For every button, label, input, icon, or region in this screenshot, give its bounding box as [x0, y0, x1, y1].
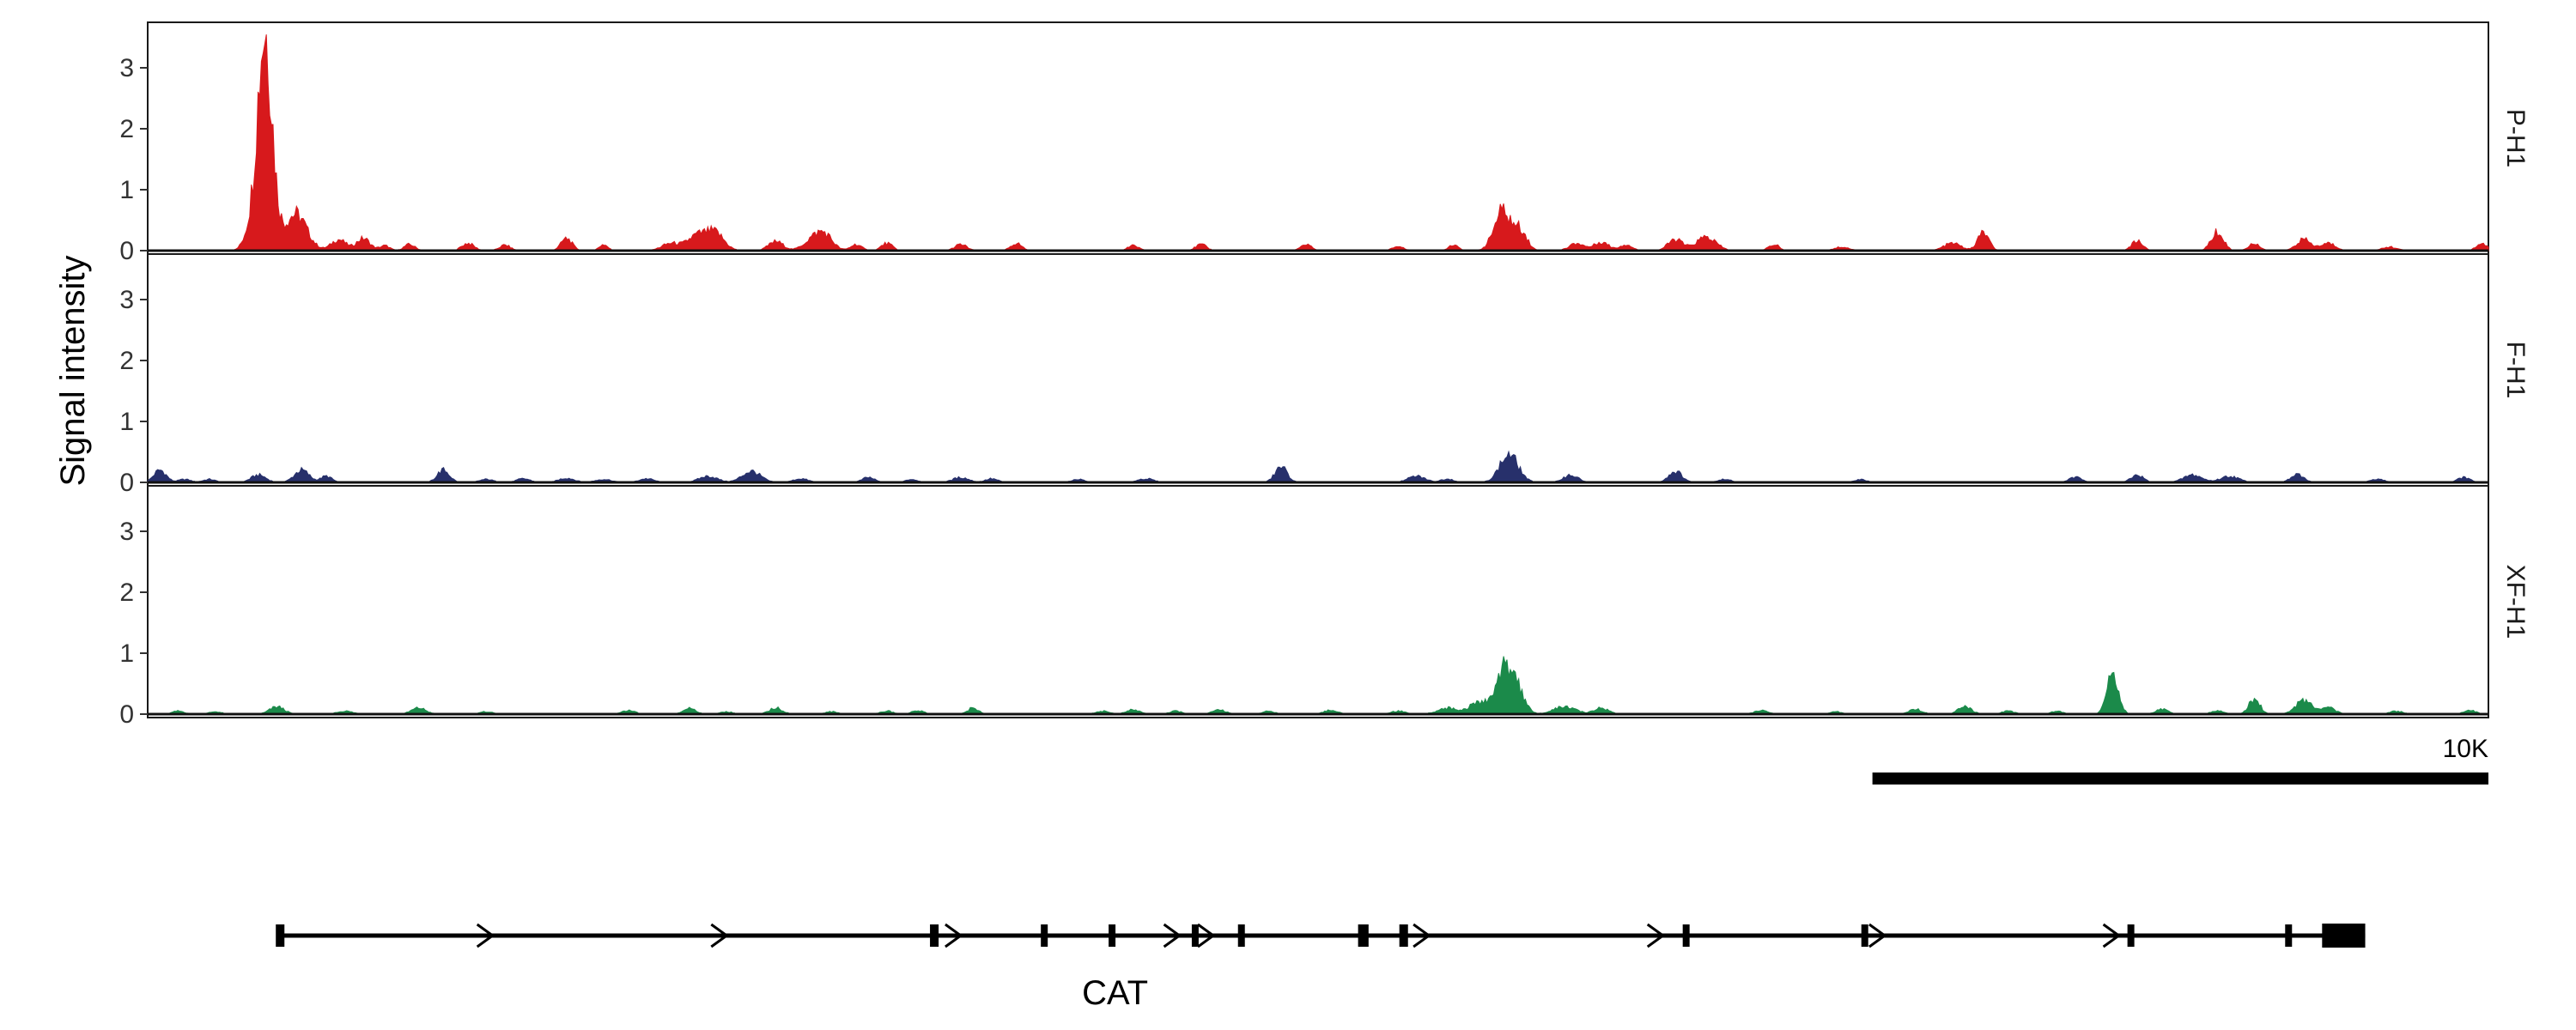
- exon: [1237, 924, 1245, 947]
- exon: [1861, 924, 1868, 947]
- exon: [1191, 924, 1199, 947]
- track-label: XF-H1: [2501, 565, 2530, 639]
- track-label: P-H1: [2501, 109, 2530, 167]
- panel-border: [147, 253, 2489, 487]
- strand-arrow: [945, 923, 963, 948]
- exon: [1399, 924, 1408, 947]
- exon: [2127, 924, 2135, 947]
- track-label: F-H1: [2501, 342, 2530, 399]
- exon: [930, 924, 939, 947]
- scale-bar-line: [1872, 772, 2488, 785]
- y-axis-title: Signal intensity: [54, 255, 92, 486]
- exon: [2285, 924, 2293, 947]
- y-tick-label: 2: [119, 579, 134, 607]
- signal-tracks: 0 1 2 3 P-H1 0 1 2 3 F-H1 0 1 2 3 XF-H1: [119, 21, 2530, 729]
- track-p-h1: 0 1 2 3 P-H1: [119, 21, 2530, 265]
- track-xf-h1: 0 1 2 3 XF-H1: [119, 485, 2530, 729]
- strand-arrow: [1868, 923, 1887, 948]
- strand-arrow: [2102, 923, 2122, 948]
- gene-model: CAT: [276, 923, 2366, 1012]
- y-tick-label: 0: [119, 700, 134, 729]
- y-tick-label: 0: [119, 469, 134, 497]
- exon: [1682, 924, 1690, 947]
- exon: [1358, 924, 1369, 947]
- track-f-h1: 0 1 2 3 F-H1: [119, 253, 2530, 497]
- strand-arrow: [1646, 923, 1666, 948]
- gene-name: CAT: [1082, 974, 1148, 1012]
- exon: [2322, 924, 2366, 948]
- y-tick-label: 3: [119, 518, 134, 546]
- y-tick-label: 2: [119, 347, 134, 375]
- signal-area: [148, 656, 2488, 715]
- scale-bar: 10K: [1872, 735, 2488, 785]
- signal-area: [147, 450, 2488, 483]
- y-tick-label: 0: [119, 237, 134, 265]
- strand-arrow: [1163, 923, 1182, 948]
- exon: [1109, 924, 1116, 947]
- panel-border: [147, 21, 2489, 255]
- y-tick-label: 3: [119, 54, 134, 82]
- exon: [276, 924, 285, 947]
- strand-arrow: [1197, 923, 1216, 948]
- strand-arrow: [476, 923, 495, 948]
- signal-area: [148, 34, 2489, 251]
- strand-arrow: [710, 923, 729, 948]
- strand-arrow: [1413, 923, 1431, 948]
- exon: [1041, 924, 1048, 947]
- y-tick-label: 3: [119, 286, 134, 314]
- y-tick-label: 1: [119, 408, 134, 436]
- panel-border: [147, 485, 2489, 718]
- y-tick-label: 1: [119, 639, 134, 668]
- y-tick-label: 2: [119, 115, 134, 143]
- scale-bar-label: 10K: [2443, 735, 2488, 763]
- y-tick-label: 1: [119, 176, 134, 204]
